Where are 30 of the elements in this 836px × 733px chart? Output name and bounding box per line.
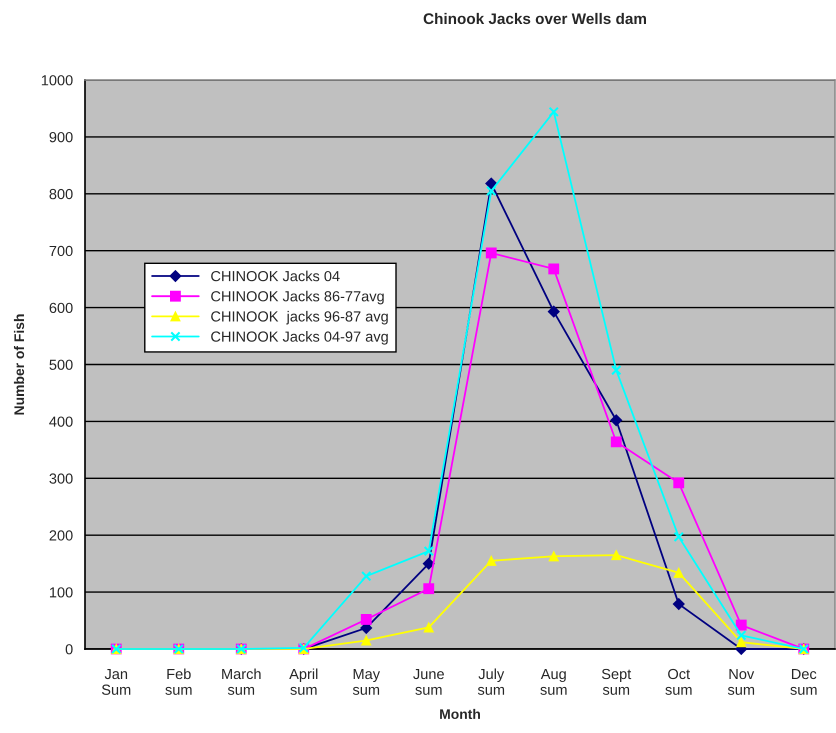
y-tick-label: 400 bbox=[49, 416, 73, 427]
x-tick-label: Sept sum bbox=[602, 668, 632, 695]
y-tick-label: 100 bbox=[50, 587, 73, 598]
x-tick-label: Dec sum bbox=[790, 668, 817, 695]
y-tick-label: 700 bbox=[50, 246, 73, 256]
x-axis-title: Month bbox=[440, 708, 480, 720]
x-tick-label: March sum bbox=[222, 668, 261, 695]
legend-label: CHINOOK Jacks 04-97 avg bbox=[211, 331, 388, 345]
chart-title: Chinook Jacks over Wells dam bbox=[424, 12, 646, 24]
y-tick-label: 0 bbox=[66, 644, 73, 654]
x-tick-label: Jan Sum bbox=[102, 668, 130, 695]
y-tick-label: 800 bbox=[50, 188, 73, 200]
x-tick-label: July sum bbox=[478, 668, 504, 695]
x-tick-label: May sum bbox=[352, 668, 380, 695]
x-tick-label: June sum bbox=[413, 668, 444, 695]
y-tick-label: 500 bbox=[49, 360, 73, 370]
legend-label: CHINOOK Jacks 86-77avg bbox=[211, 290, 384, 304]
x-tick-label: Feb sum bbox=[165, 668, 192, 695]
legend-label: CHINOOK jacks 96-87 avg bbox=[211, 310, 388, 324]
x-tick-label: April sum bbox=[289, 668, 318, 695]
x-tick-label: Aug sum bbox=[540, 668, 567, 695]
y-tick-label: 300 bbox=[49, 473, 73, 484]
y-tick-label: 600 bbox=[50, 302, 73, 314]
y-tick-label: 900 bbox=[50, 132, 73, 142]
y-axis-title: Number of Fish bbox=[14, 314, 24, 414]
x-tick-label: Nov sum bbox=[728, 668, 754, 695]
y-tick-label: 1000 bbox=[42, 75, 73, 86]
x-tick-label: Oct sum bbox=[665, 668, 692, 695]
y-tick-label: 200 bbox=[50, 530, 73, 541]
legend-label: CHINOOK Jacks 04 bbox=[211, 270, 340, 282]
